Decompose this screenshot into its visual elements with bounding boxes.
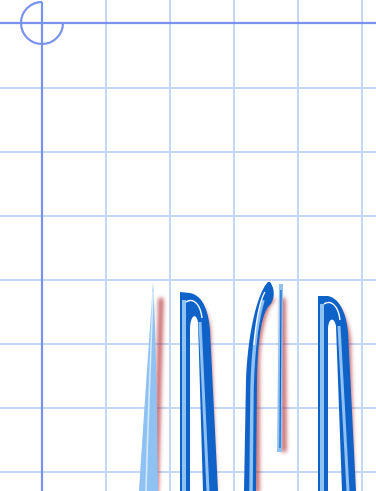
ink-stroke-5	[318, 296, 356, 491]
ink-stroke-2	[180, 292, 218, 491]
handwritten-ink-strokes	[139, 282, 356, 491]
ink-stroke-1	[139, 282, 158, 491]
ink-stroke-4	[277, 284, 283, 452]
crosshair-circle-icon	[19, 0, 65, 46]
ink-stroke-3	[244, 282, 274, 491]
